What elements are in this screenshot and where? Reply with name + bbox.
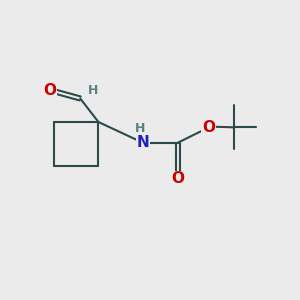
Text: O: O — [43, 83, 56, 98]
Text: O: O — [202, 120, 215, 135]
Text: N: N — [136, 135, 149, 150]
Text: H: H — [87, 84, 98, 97]
Text: H: H — [135, 122, 146, 135]
Text: O: O — [172, 171, 184, 186]
